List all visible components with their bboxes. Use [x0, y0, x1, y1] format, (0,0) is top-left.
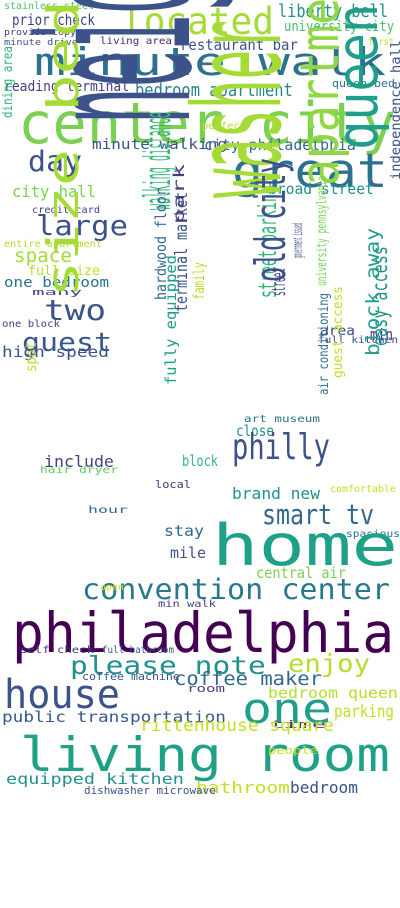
cloud-word: one block — [2, 319, 61, 330]
cloud-word: open — [100, 583, 125, 593]
cloud-word: many — [32, 288, 83, 298]
cloud-word: block — [182, 452, 218, 470]
cloud-word: guest access — [331, 286, 346, 378]
cloud-word: fully equipped — [162, 255, 180, 385]
cloud-word: people — [268, 745, 318, 757]
cloud-word: convention center — [82, 573, 391, 606]
cloud-word: bedroom — [290, 778, 358, 797]
cloud-word: self check — [20, 645, 95, 656]
cloud-word: full size — [28, 264, 100, 279]
cloud-word: minute drive — [4, 38, 78, 48]
cloud-word: great — [232, 144, 389, 199]
cloud-word: dishwasher microwave — [84, 785, 216, 797]
cloud-word: equipped kitchen — [6, 770, 184, 788]
cloud-word: located — [122, 0, 274, 43]
cloud-word: reading terminal — [4, 79, 130, 95]
cloud-word: day — [28, 145, 83, 178]
cloud-word: large — [36, 210, 128, 242]
cloud-word: park — [170, 164, 188, 224]
cloud-word: min — [370, 325, 393, 344]
cloud-word: smart tv — [262, 499, 374, 531]
cloud-word: queen bed — [332, 78, 395, 90]
cloud-word: brand new — [232, 484, 320, 503]
cloud-word: first — [368, 37, 395, 48]
cloud-word: living room — [20, 728, 390, 783]
cloud-word: coffee machine — [82, 671, 180, 683]
cloud-word: central air — [256, 564, 346, 582]
cloud-word: bathroom — [196, 778, 290, 797]
cloud-word: guest — [22, 328, 113, 358]
cloud-word: family — [190, 262, 208, 300]
cloud-word: stainless steel — [4, 1, 95, 12]
cloud-word: enjoy — [288, 649, 370, 678]
cloud-word: home — [212, 513, 399, 579]
cloud-word: full kitchen — [318, 335, 399, 346]
cloud-word: air conditioning — [317, 293, 332, 395]
cloud-word: philly — [232, 427, 331, 468]
cloud-word: spot — [22, 342, 40, 372]
cloud-word: broad street — [268, 180, 374, 198]
cloud-word: area — [320, 324, 356, 339]
cloud-word: rittenhouse square — [140, 716, 334, 736]
cloud-word: space — [14, 245, 73, 267]
cloud-word: queen size — [325, 0, 391, 150]
cloud-word: time — [270, 719, 326, 731]
cloud-word: prior check — [12, 11, 95, 29]
cloud-word: minute walk — [34, 40, 387, 84]
cloud-word: restaurant bar — [180, 36, 298, 54]
cloud-word: one — [242, 684, 332, 733]
cloud-word: coffee maker — [174, 668, 322, 690]
cloud-word: credit card — [32, 205, 101, 216]
cloud-word: close — [236, 422, 274, 440]
cloud-word: min walk — [158, 599, 217, 610]
cloud-word: city philadelphia — [204, 136, 356, 154]
cloud-word: stay — [164, 522, 204, 540]
cloud-word: entire apartment — [4, 239, 103, 250]
cloud-word: one bedroom — [4, 275, 110, 291]
cloud-word: size bed — [38, 0, 89, 298]
cloud-word: mile — [170, 544, 206, 562]
cloud-word: minute walking — [92, 137, 228, 153]
cloud-word: hair dryer — [40, 465, 119, 476]
cloud-word: room — [187, 683, 225, 695]
cloud-word: provide copy — [4, 28, 77, 38]
word-cloud: stainless steel provide copy minute drive p… — [0, 0, 400, 797]
cloud-word: philadelphia — [12, 601, 395, 665]
cloud-word: house — [4, 672, 121, 718]
cloud-word: two — [44, 294, 106, 327]
cloud-word: high speed — [2, 343, 109, 361]
cloud-word: bedroom apartment — [135, 80, 293, 101]
cloud-word: full bathroom — [102, 645, 174, 656]
cloud-word: parking — [334, 702, 395, 722]
cloud-word: block away — [362, 227, 384, 356]
cloud-word: public transportation — [2, 708, 226, 726]
cloud-word: government issued — [291, 223, 306, 258]
cloud-word: art museum — [244, 414, 321, 425]
cloud-word: university city — [284, 19, 395, 35]
cloud-word: liberty bell — [278, 1, 388, 22]
cloud-word: bedroom queen — [268, 684, 398, 702]
cloud-word: spacious — [346, 529, 400, 540]
cloud-word: independence hall — [389, 40, 400, 180]
cloud-word: local — [155, 479, 191, 491]
cloud-word: street — [268, 267, 290, 296]
cloud-word: comfortable — [330, 484, 397, 495]
cloud-word: perfect — [202, 121, 247, 132]
cloud-word: include — [44, 452, 114, 471]
cloud-word: please note — [70, 651, 266, 680]
cloud-word: city hall — [12, 182, 96, 201]
cloud-word: center city — [18, 91, 396, 157]
cloud-word: old city — [246, 157, 295, 282]
cloud-word: living area — [100, 36, 172, 47]
cloud-word: hour — [88, 505, 129, 516]
cloud-word: university pennsylvania — [315, 176, 330, 286]
